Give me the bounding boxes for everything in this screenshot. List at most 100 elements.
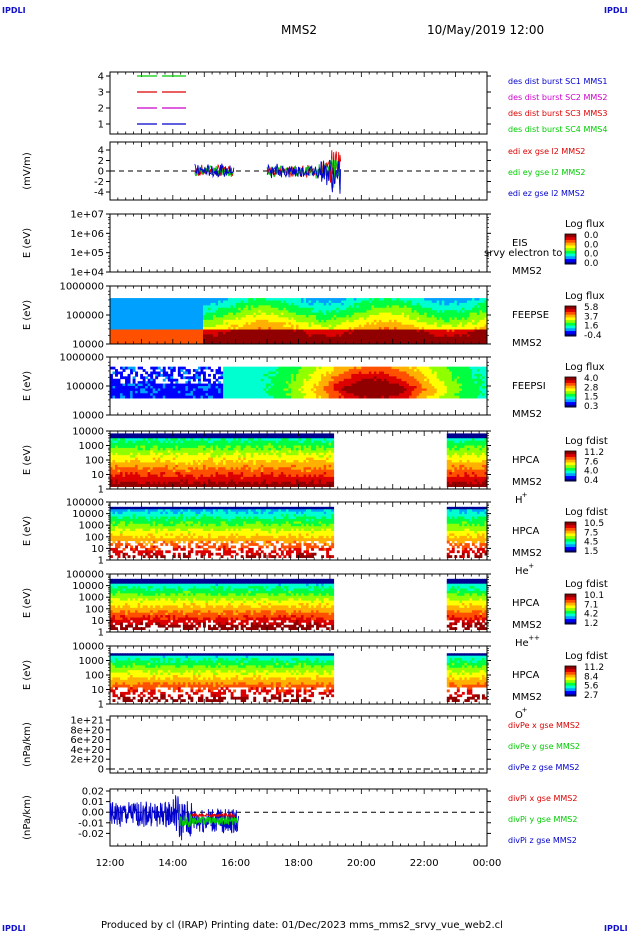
spectrogram-cell — [444, 317, 448, 321]
spectrogram-cell — [122, 315, 126, 318]
spectrogram-cell — [383, 373, 387, 377]
spectrogram-cell — [476, 307, 480, 311]
spectrogram-cell — [321, 376, 325, 380]
spectrogram-cell — [285, 378, 289, 382]
spectrogram-cell — [172, 336, 176, 340]
spectrogram-cell — [285, 381, 289, 384]
spectrogram-cell — [263, 388, 267, 392]
spectrogram-cell — [280, 393, 284, 397]
spectrogram-cell — [240, 339, 244, 342]
spectrogram-cell — [311, 369, 314, 372]
spectrogram-cell — [313, 341, 317, 345]
spectrogram-cell — [230, 307, 234, 311]
colorbar-tick-label: 0.0 — [584, 231, 599, 241]
spectrogram-cell — [303, 307, 307, 311]
spectrogram-cell — [361, 319, 365, 323]
spectrogram-cell — [356, 310, 360, 313]
spectrogram-cell — [353, 312, 357, 316]
spectrogram-cell — [301, 381, 304, 384]
spectrogram-cell — [363, 310, 367, 313]
spectrogram-cell — [187, 386, 191, 389]
spectrogram-cell — [248, 378, 252, 382]
spectrogram-cell — [185, 298, 189, 301]
spectrogram-cell — [243, 319, 247, 323]
spectrogram-cell — [381, 341, 385, 345]
spectrogram-cell — [150, 307, 154, 311]
spectrogram-cell — [328, 298, 332, 301]
spectrogram-cell — [409, 302, 412, 306]
spectrogram-cell — [298, 376, 302, 380]
spectrogram-cell — [406, 310, 410, 313]
spectrogram-cell — [215, 386, 219, 389]
spectrogram-cell — [353, 300, 357, 304]
spectrogram-cell — [414, 376, 418, 380]
spectrogram-cell — [195, 386, 199, 389]
spectrogram-cell — [341, 390, 345, 394]
spectrogram-cell — [145, 381, 149, 384]
spectrogram-cell — [110, 386, 113, 389]
spectrogram-cell — [376, 317, 380, 321]
spectrogram-cell — [336, 334, 340, 338]
spectrogram-cell — [449, 317, 453, 321]
spectrogram-cell — [110, 317, 113, 321]
spectrogram-cell — [265, 371, 269, 375]
spectrogram-cell — [391, 324, 395, 328]
spectrogram-cell — [238, 371, 242, 375]
spectrogram-cell — [361, 386, 365, 389]
spectrogram-cell — [311, 383, 314, 387]
spectrogram-cell — [346, 369, 350, 372]
instrument-label: FEEPSE — [512, 310, 549, 321]
spectrogram-cell — [210, 336, 214, 340]
spectrogram-cell — [263, 386, 267, 389]
spectrogram-cell — [303, 383, 307, 387]
spectrogram-cell — [474, 310, 478, 313]
spectrogram-cell — [213, 319, 216, 323]
spectrogram-cell — [197, 327, 201, 330]
spectrogram-cell — [112, 378, 116, 382]
spectrogram-cell — [185, 324, 189, 328]
spectrogram-cell — [471, 329, 475, 333]
spectrogram-cell — [456, 322, 460, 326]
spectrogram-cell — [135, 324, 139, 328]
spectrogram-cell — [358, 393, 362, 397]
spectrogram-cell — [273, 310, 277, 313]
spectrogram-cell — [235, 395, 239, 399]
colorbar-segment — [565, 244, 576, 249]
spectrogram-cell — [295, 322, 299, 326]
spectrogram-cell — [444, 390, 448, 394]
spectrogram-cell — [439, 376, 443, 380]
spectrogram-cell — [394, 300, 397, 304]
spectrogram-cell — [127, 317, 131, 321]
spectrogram-cell — [127, 366, 131, 370]
spectrogram-cell — [391, 300, 395, 304]
spectrogram-cell — [202, 393, 206, 397]
spectrogram-cell — [336, 298, 340, 301]
spectrogram-cell — [308, 390, 312, 394]
spectrogram-cell — [424, 327, 428, 330]
y-tick-label: 0 — [98, 167, 104, 178]
spectrogram-cell — [240, 315, 244, 318]
spectrogram-cell — [346, 310, 350, 313]
spectrogram-cell — [157, 373, 161, 377]
spectrogram-cell — [295, 390, 299, 394]
spectrogram-cell — [331, 386, 335, 389]
spectrogram-cell — [378, 315, 382, 318]
spectrogram-cell — [388, 298, 392, 301]
spectrogram-cell — [208, 302, 211, 306]
spectrogram-cell — [351, 317, 355, 321]
spectrogram-cell — [137, 305, 141, 309]
spectrogram-cell — [192, 388, 196, 392]
spectrogram-cell — [399, 393, 402, 397]
spectrogram-cell — [388, 393, 392, 397]
spectrogram-cell — [218, 336, 221, 340]
spectrogram-cell — [446, 329, 450, 333]
spectrogram-cell — [155, 336, 159, 340]
spectrogram-cell — [444, 393, 448, 397]
spectrogram-cell — [235, 302, 239, 306]
spectrogram-cell — [343, 376, 347, 380]
spectrogram-cell — [152, 366, 156, 370]
spectrogram-cell — [426, 341, 430, 345]
spectrogram-cell — [436, 302, 440, 306]
spectrogram-cell — [341, 300, 345, 304]
spectrogram-cell — [215, 371, 219, 375]
